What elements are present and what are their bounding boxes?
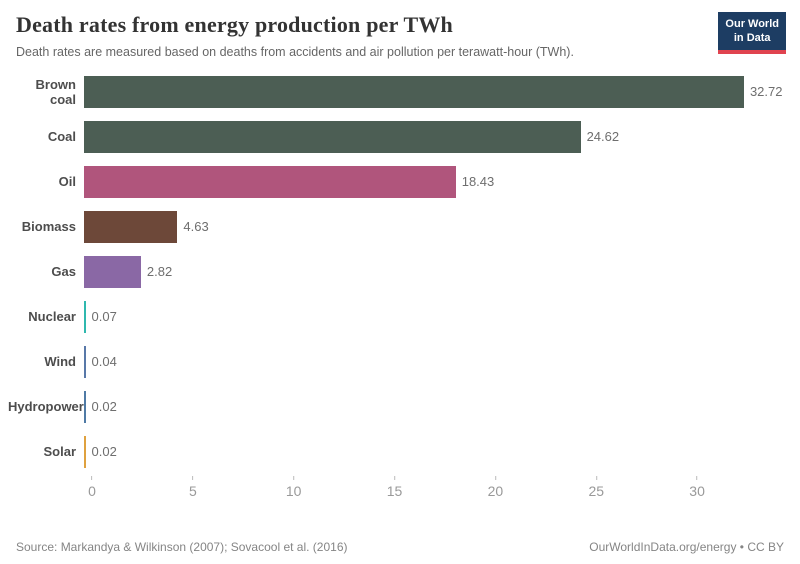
plot-area: 2.82: [84, 249, 800, 294]
category-label: Gas: [51, 264, 76, 279]
axis-tick: [91, 476, 93, 480]
bar[interactable]: [84, 390, 86, 423]
category-label: Nuclear: [28, 309, 76, 324]
plot-area: 32.72: [84, 69, 800, 114]
category-label: Oil: [58, 174, 76, 189]
bar-row: Gas 2.82: [8, 249, 800, 294]
bar[interactable]: [84, 165, 456, 198]
bar[interactable]: [84, 300, 86, 333]
logo-line2: in Data: [733, 32, 771, 45]
axis-tick: [595, 476, 597, 480]
bar[interactable]: [84, 255, 141, 288]
axis-tick-label: 15: [386, 483, 403, 499]
category-label: Biomass: [21, 219, 76, 234]
x-axis: 0 5 10 15 20 25 30: [88, 476, 800, 504]
chart-title: Death rates from energy production per T…: [16, 12, 453, 37]
value-label: 0.04: [91, 354, 117, 369]
chart-subtitle: Death rates are measured based on deaths…: [16, 45, 574, 59]
axis-tick: [494, 476, 496, 480]
bar-row: Brown coal 32.72: [8, 69, 800, 114]
bar-row: Wind 0.04: [8, 339, 800, 384]
axis-tick: [394, 476, 396, 480]
category-label: Hydropower: [8, 399, 84, 414]
plot-area: 0.02: [84, 384, 800, 429]
bar[interactable]: [84, 435, 86, 468]
bar-row: Coal 24.62: [8, 114, 800, 159]
bar-row: Solar 0.02: [8, 429, 800, 474]
axis-tick: [696, 476, 698, 480]
value-label: 32.72: [749, 84, 783, 99]
source-note: Source: Markandya & Wilkinson (2007); So…: [16, 540, 348, 554]
value-label: 18.43: [461, 174, 495, 189]
value-label: 0.02: [91, 399, 117, 414]
owid-logo[interactable]: Our World in Data: [718, 12, 786, 54]
value-label: 24.62: [586, 129, 620, 144]
category-label: Brown coal: [35, 76, 76, 107]
value-label: 2.82: [146, 264, 173, 279]
plot-area: 0.04: [84, 339, 800, 384]
bar-row: Hydropower 0.02: [8, 384, 800, 429]
axis-tick: [293, 476, 295, 480]
value-label: 0.02: [91, 444, 117, 459]
bar-row: Nuclear 0.07: [8, 294, 800, 339]
bar-row: Biomass 4.63: [8, 204, 800, 249]
plot-area: 24.62: [84, 114, 800, 159]
title-block: Death rates from energy production per T…: [16, 12, 574, 59]
category-label: Wind: [44, 354, 76, 369]
footer: Source: Markandya & Wilkinson (2007); So…: [0, 534, 800, 554]
axis-tick-label: 5: [188, 483, 197, 499]
axis-tick-label: 0: [88, 483, 96, 499]
chart-rows: Brown coal 32.72 Coal 24.62 Oil 18.43 Biomass 4…: [8, 69, 800, 474]
bar-row: Oil 18.43: [8, 159, 800, 204]
category-label: Coal: [47, 129, 76, 144]
axis-tick: [192, 476, 194, 480]
bar[interactable]: [84, 120, 581, 153]
bar[interactable]: [84, 345, 86, 378]
logo-line1: Our World: [725, 18, 779, 30]
bar[interactable]: [84, 210, 178, 243]
header: Death rates from energy production per T…: [0, 10, 800, 59]
bar-chart: Brown coal 32.72 Coal 24.62 Oil 18.43 Biomass 4…: [0, 59, 800, 504]
license-note[interactable]: OurWorldInData.org/energy • CC BY: [589, 540, 784, 554]
plot-area: 4.63: [84, 204, 800, 249]
value-label: 0.07: [91, 309, 117, 324]
plot-area: 18.43: [84, 159, 800, 204]
axis-tick-label: 25: [588, 483, 605, 499]
plot-area: 0.02: [84, 429, 800, 474]
axis-tick-label: 20: [487, 483, 504, 499]
axis-tick-label: 30: [689, 483, 705, 499]
value-label: 4.63: [183, 219, 209, 234]
axis-tick-label: 10: [285, 483, 302, 499]
category-label: Solar: [43, 444, 76, 459]
plot-area: 0.07: [84, 294, 800, 339]
bar[interactable]: [84, 75, 744, 108]
